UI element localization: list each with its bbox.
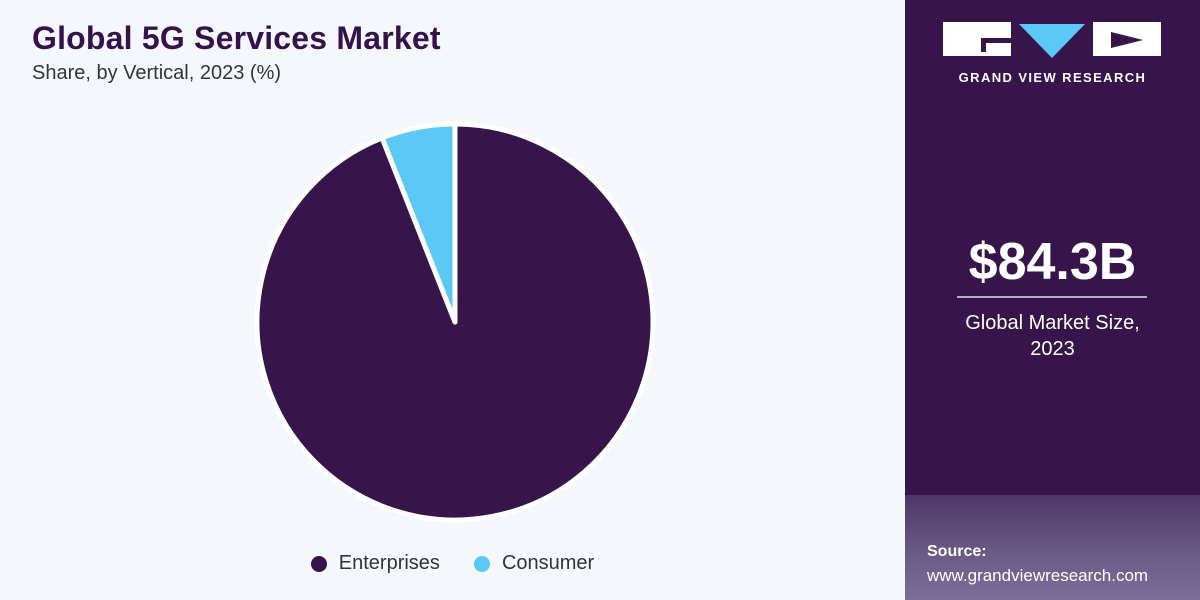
stat-divider [957, 296, 1147, 298]
legend-item-enterprises: Enterprises [310, 552, 440, 575]
legend-label-consumer: Consumer [501, 552, 595, 574]
brand-name: GRAND VIEW RESEARCH [958, 70, 1147, 85]
source-label: Source: [927, 543, 987, 560]
legend-item-consumer: Consumer [473, 552, 595, 575]
market-size-label-line2: 2023 [1030, 338, 1075, 360]
chart-legend: Enterprises Consumer [0, 552, 905, 575]
market-size-label: Global Market Size, 2023 [905, 310, 1200, 362]
market-size-label-line1: Global Market Size, [965, 312, 1140, 334]
sidebar-decorative-band [905, 495, 1200, 600]
chart-title: Global 5G Services Market [32, 20, 441, 56]
legend-marker-consumer [473, 555, 490, 572]
chart-area: Global 5G Services Market Share, by Vert… [0, 20, 905, 575]
legend-marker-enterprises [310, 555, 327, 572]
grand-view-research-logo [943, 22, 1161, 58]
pie-slice-consumer [379, 121, 458, 325]
sidebar-panel: GRAND VIEW RESEARCH $84.3B Global Market… [905, 0, 1200, 600]
source-url[interactable]: www.grandviewresearch.com [927, 566, 1149, 585]
legend-label-enterprises: Enterprises [338, 552, 440, 574]
market-size-value: $84.3B [968, 233, 1137, 291]
chart-subtitle: Share, by Vertical, 2023 (%) [32, 62, 282, 84]
pie-chart [254, 121, 656, 523]
